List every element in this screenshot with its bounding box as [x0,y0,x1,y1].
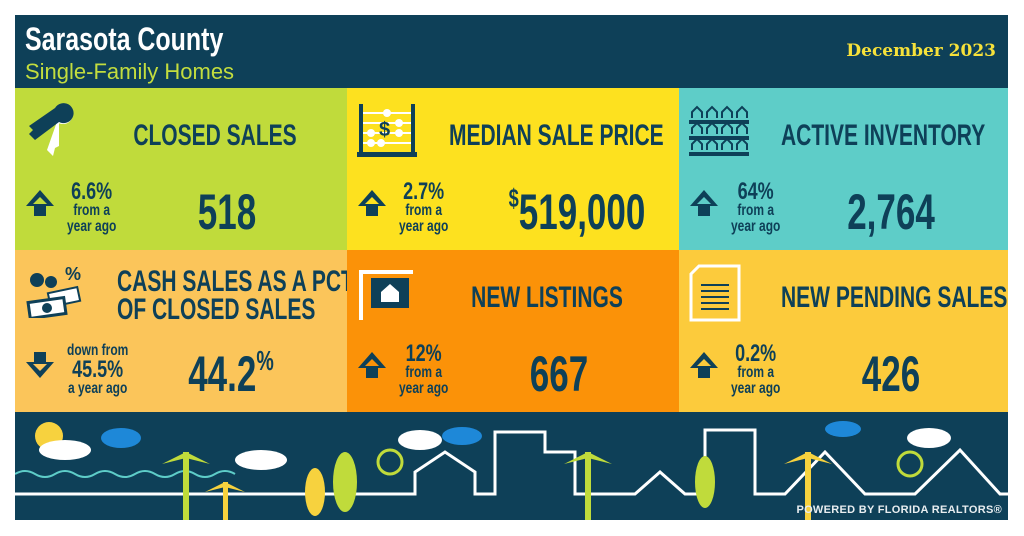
change-indicator: down from 45.5% a year ago [67,342,129,397]
svg-text:$: $ [379,119,390,141]
change-indicator: 6.6% from a year ago [67,178,117,235]
infographic: Sarasota County Single-Family Homes Dece… [14,15,1008,520]
arrow-up-icon [690,352,718,378]
abacus-icon: $ [357,104,417,157]
tile-new-pending-sales: NEW PENDING SALES 0.2% from a year ago 426 [679,250,1008,412]
tile-title: CLOSED SALES [133,119,297,152]
tile-closed-sales: CLOSED SALES 6.6% from a year ago 518 [15,88,347,250]
tile-cash-sales: % CASH SALES AS A PCT. OF CLOSED SALES do… [15,250,358,412]
houses-grid-icon [689,105,749,156]
tile-value: 518 [197,184,257,240]
header: Sarasota County Single-Family Homes Dece… [15,15,1008,88]
powered-by-label: POWERED BY FLORIDA REALTORS® [796,504,1002,516]
tile-value: 2,764 [847,184,935,240]
arrow-up-icon [358,352,386,378]
page-subtitle: Single-Family Homes [25,59,235,84]
tile-value: 667 [529,346,589,402]
tile-title: NEW LISTINGS [471,281,623,314]
tile-value: $519,000 [508,183,646,240]
tile-median-sale-price: $ MEDIAN SALE PRICE 2.7% from a year ago $… [347,88,679,250]
report-date: December 2023 [846,41,996,61]
cash-icon: % [26,264,82,318]
arrow-up-icon [690,190,718,216]
skyline-icon [14,421,1008,520]
arrow-down-icon [26,352,54,378]
tile-active-inventory: ACTIVE INVENTORY 64% from a year ago 2,764 [679,88,1008,250]
tile-value: 426 [861,346,921,402]
for-sale-sign-icon [359,270,413,320]
svg-text:%: % [65,264,81,284]
tile-value: 44.2% [188,345,274,402]
tile-title: ACTIVE INVENTORY [781,119,986,152]
change-indicator: 0.2% from a year ago [731,340,781,397]
change-indicator: 64% from a year ago [731,178,781,235]
document-icon [689,264,741,322]
arrow-up-icon [26,190,54,216]
skyline-illustration: POWERED BY FLORIDA REALTORS® [14,412,1008,520]
change-indicator: 2.7% from a year ago [399,178,449,235]
keys-icon [29,103,74,156]
tile-title: CASH SALES AS A PCT. OF CLOSED SALES [117,265,358,326]
tile-title: MEDIAN SALE PRICE [449,119,664,152]
page-title: Sarasota County [25,21,224,57]
tile-new-listings: NEW LISTINGS 12% from a year ago 667 [347,250,679,412]
arrow-up-icon [358,190,386,216]
change-indicator: 12% from a year ago [399,340,449,397]
tile-title: NEW PENDING SALES [781,281,1008,314]
